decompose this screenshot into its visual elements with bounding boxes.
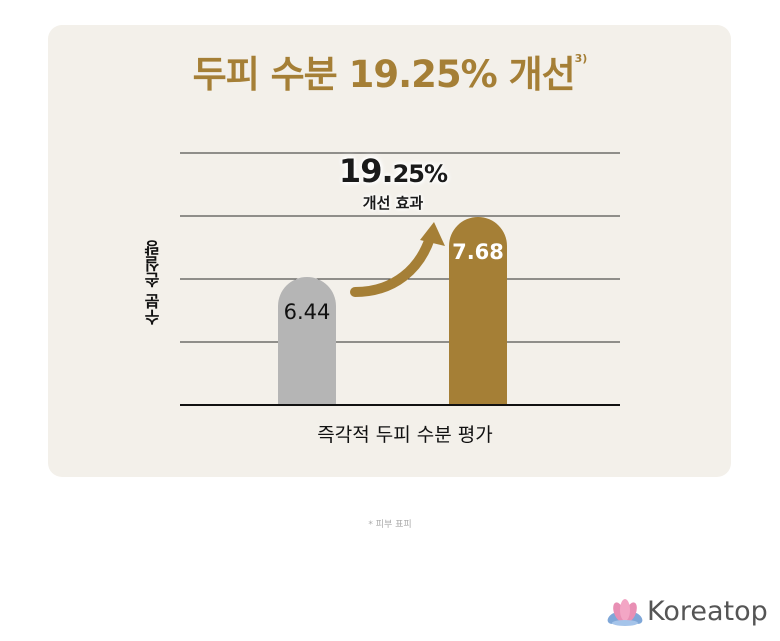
chart-title: 두피 수분 19.25% 개선3) [0,44,780,98]
bars-group: 6.44 7.68 [278,216,507,405]
bar-value-label: 7.68 [452,240,504,264]
chart-card [48,25,731,477]
improvement-label: 개선 효과 [362,194,424,212]
brand-logo[interactable]: Koreatop [605,596,775,632]
brand-name: Koreatop [647,596,768,627]
improvement-percent: 19.25% [338,152,448,190]
bar-value-label: 6.44 [284,300,331,324]
title-footnote-marker: 3) [574,52,588,65]
y-axis-label: 수분 손실량 [144,240,163,326]
bar-before [278,277,336,405]
x-axis-label: 즉각적 두피 수분 평가 [317,424,493,446]
lotus-icon [607,599,643,626]
title-text: 두피 수분 19.25% 개선 [192,53,576,96]
bar-after [449,216,507,405]
arrow-icon [350,222,445,297]
footnote: * 피부 표피 [368,520,412,530]
